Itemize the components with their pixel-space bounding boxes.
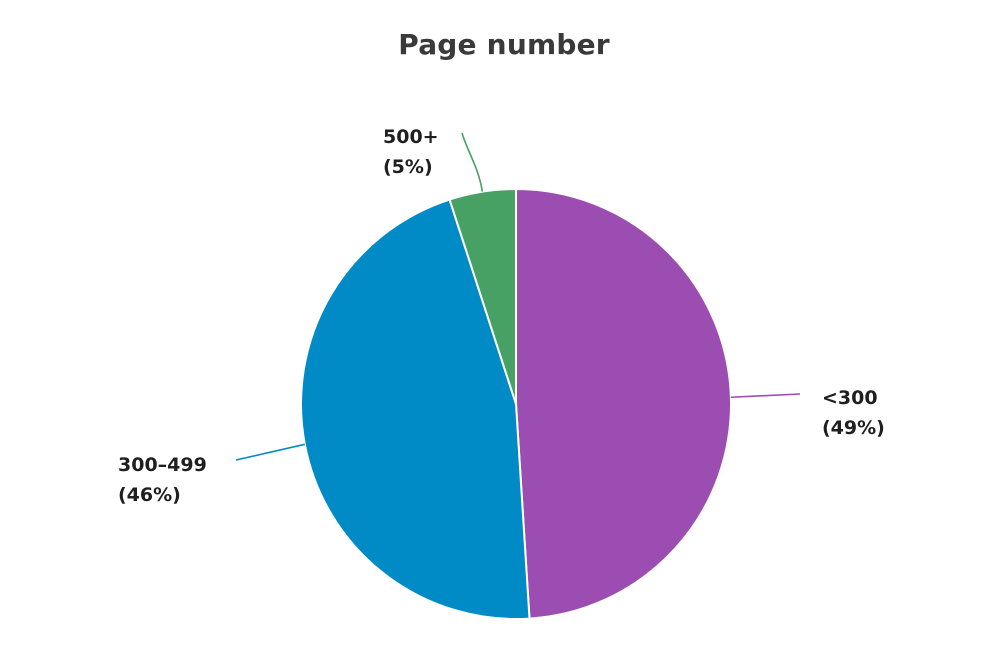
slice-percent-1: (46%) [118,484,181,506]
pie-slices [300,187,733,620]
slice-percent-2: (5%) [383,156,433,178]
chart-title: Page number [398,28,610,61]
leader-lines [235,132,801,461]
pie-slice-1 [300,198,531,620]
slice-percent-0: (49%) [822,417,885,439]
slice-labels: <300 (49%) 300–499 (46%) 500+ (5%) [118,126,885,506]
pie-slice-0 [515,187,733,620]
pie-slice-2 [448,187,517,405]
leader-line-1 [235,443,305,461]
leader-line-2 [461,132,484,192]
slice-label-2: 500+ [383,126,439,148]
slice-label-1: 300–499 [118,454,207,476]
leader-line-0 [730,393,801,399]
slice-label-0: <300 [822,387,878,409]
